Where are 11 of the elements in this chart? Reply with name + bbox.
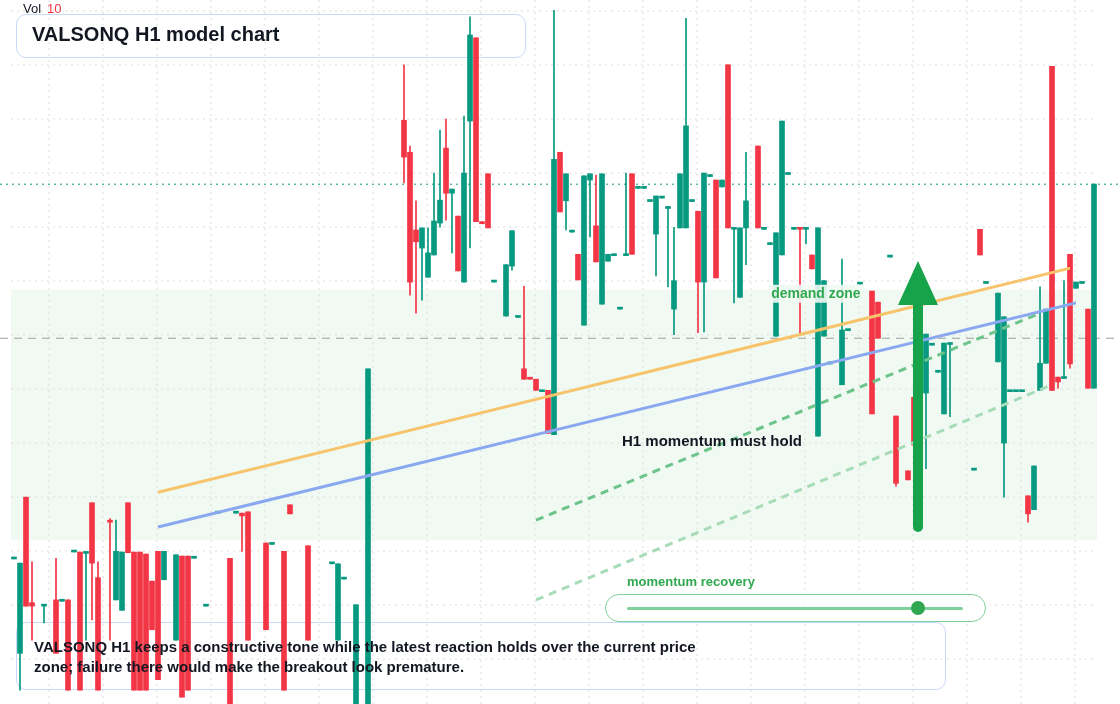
text: VALSONQ H1 model chart [32, 23, 280, 46]
annotation: momentum recovery [627, 574, 755, 589]
band-label: demand zone [771, 284, 861, 301]
candlestick [449, 188, 455, 254]
candlestick [665, 206, 671, 288]
annotation: H1 momentum must hold [622, 432, 803, 449]
candlestick [1061, 280, 1067, 379]
candlestick [107, 518, 113, 641]
candlestick [83, 551, 89, 641]
candlestick [803, 226, 809, 245]
annotation: Vol 10 [23, 1, 62, 16]
